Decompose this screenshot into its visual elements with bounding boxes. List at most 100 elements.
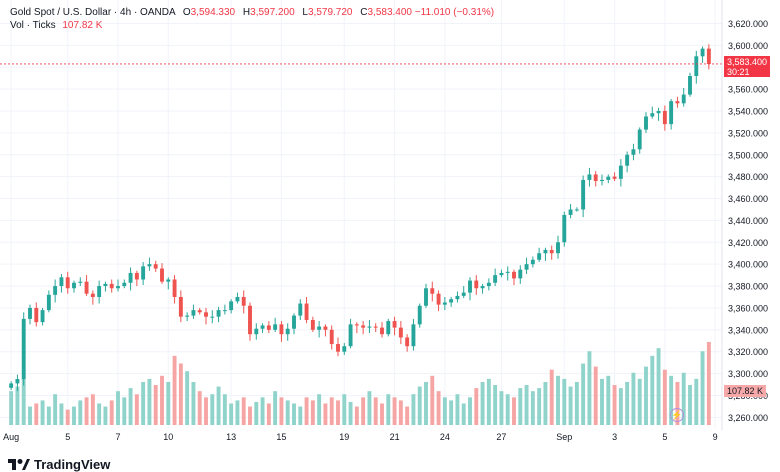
candle-body [530,259,535,265]
candle-body [681,94,686,104]
price-axis-label: 3,260.000 [728,413,768,423]
high-value: 3,597.200 [250,7,295,18]
candle-body [348,324,353,347]
volume-bar [706,342,711,425]
candle-body [574,209,579,211]
volume-bar [342,394,347,425]
candle-body [631,149,636,155]
candle-body [486,282,491,287]
volume-label[interactable]: Vol · Ticks [10,20,56,31]
candle-body [204,312,208,317]
price-axis-label: 3,340.000 [728,325,768,335]
price-axis-label: 3,360.000 [728,303,768,313]
volume-bar [78,400,83,425]
price-axis-label: 3,600.000 [728,41,768,51]
volume-bar [669,375,674,425]
volume-bar [581,363,586,425]
candle-body [662,110,667,125]
candle-body [436,293,441,305]
volume-bar [631,372,636,425]
volume-bar [499,391,504,425]
volume-bar [612,385,617,425]
volume-bar [9,391,14,425]
candle-body [512,271,516,279]
volume-bar [449,400,454,425]
symbol-title[interactable]: Gold Spot / U.S. Dollar · 4h · OANDA [10,7,176,18]
candle-body [59,277,64,287]
candle-body [72,282,76,289]
volume-bar [323,403,328,425]
candle-body [285,328,290,335]
lightning-icon[interactable]: ⚡ [670,408,684,422]
volume-bar [197,391,202,425]
volume-bar [273,391,278,425]
candle-body [612,176,617,179]
candle-body [153,264,158,269]
volume-bar [650,355,655,425]
time-axis-label: Aug [3,432,19,442]
volume-bar [53,394,58,425]
candle-body [600,179,604,182]
volume-bar [361,397,366,425]
candle-body [386,321,391,335]
volume-bar [46,406,51,425]
price-axis-label: 3,300.000 [728,369,768,379]
time-axis-label: 9 [713,432,718,442]
candle-body [543,249,548,254]
open-value: 3,594.330 [190,7,236,18]
price-axis-label: 3,400.000 [728,260,768,270]
candle-body [235,296,240,302]
time-axis-label: 5 [662,432,667,442]
candle-body [398,327,403,338]
candle-body [637,129,642,150]
candle-body [524,264,529,270]
volume-bar [373,397,378,425]
candle-body [310,319,315,330]
volume-bar [348,401,353,425]
candle-body [342,346,347,352]
volume-bar [34,403,39,425]
price-axis-label: 3,320.000 [728,347,768,357]
price-axis[interactable]: 3,620.0003,600.0003,580.0003,560.0003,54… [728,19,768,423]
candle-body [461,292,466,296]
volume-bar [122,397,127,425]
candle-body [260,325,265,329]
volume-bar [587,351,592,425]
candle-body [21,318,26,380]
volume-bar [681,372,686,425]
volume-bar [574,381,579,425]
candle-body [298,303,303,316]
candle-body [210,316,215,318]
time-axis-label: Sep [556,432,572,442]
candle-body [556,242,560,254]
volume-bar [386,394,391,425]
volume-bar [15,386,20,425]
volume-bar [562,378,567,425]
low-value: 3,579.720 [307,7,353,18]
chart-grid [0,0,722,428]
candle-body [46,294,51,311]
ohlc-row: Gold Spot / U.S. Dollar · 4h · OANDA O3,… [10,6,494,19]
volume-bar [411,394,416,425]
time-axis[interactable]: Aug 5 7 10 13 15 19 21 24 27 Sep 3 5 9 [3,432,718,442]
candle-body [650,113,655,117]
candle-body [317,326,322,330]
volume-bar [556,375,560,425]
candle-body [480,286,485,289]
price-axis-label: 3,540.000 [728,106,768,116]
candle-body [380,327,384,335]
candle-body [40,310,45,323]
volume-bar [405,406,410,425]
volume-bar [593,366,598,425]
volume-bar [644,366,648,425]
tradingview-logo[interactable]: TradingView [8,457,110,472]
volume-bar [229,403,234,425]
volume-bar [468,397,472,425]
candle-body [128,272,133,283]
candle-body [34,307,39,323]
volume-bar [512,397,516,425]
volume-bar [549,369,554,425]
candle-body [134,272,139,280]
candle-body [178,296,183,317]
